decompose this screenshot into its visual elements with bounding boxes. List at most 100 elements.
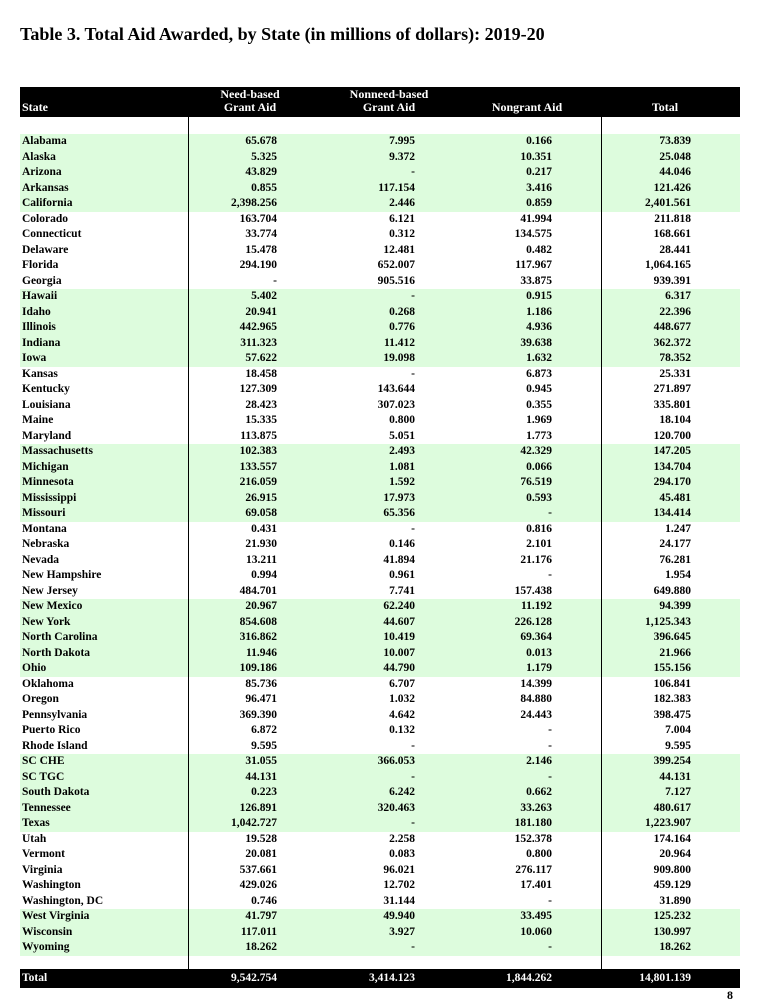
state-name: Washington [22,879,81,891]
cell-value: 7.127 [665,786,691,798]
cell-value: 6.121 [389,212,415,225]
row-shade [20,304,740,320]
row-shade [20,165,740,181]
row-shade [20,785,740,801]
cell-value: 0.855 [251,181,277,194]
cell-value: 905.516 [377,274,415,287]
column-rule [601,117,602,969]
cell-value: 1.969 [526,414,552,426]
cell-value: 78.352 [659,352,691,364]
cell-value: 0.816 [526,522,552,535]
cell-value: 117.011 [240,925,277,938]
cell-value: 335.801 [653,398,691,411]
cell-value: 31.055 [245,755,277,767]
cell-value: 152.378 [514,832,552,845]
cell-value: 294.190 [239,259,277,271]
cell-value: - [411,166,415,178]
cell-value: 0.746 [251,894,277,907]
cell-value: 19.098 [383,352,415,364]
cell-value: 11.946 [246,646,277,659]
cell-value: 362.372 [653,336,691,349]
cell-value: 396.645 [653,631,691,643]
state-name: Oregon [22,693,59,705]
cell-value: 20.081 [245,848,277,860]
cell-value: - [548,569,552,581]
row-shade [20,614,740,630]
cell-value: 21.930 [245,538,277,550]
cell-value: 126.891 [239,801,277,814]
state-name: Illinois [22,321,56,333]
cell-value: 0.859 [526,197,552,209]
cell-value: 21.176 [520,553,552,566]
cell-value: 459.129 [653,879,691,891]
state-name: Kentucky [22,383,70,395]
cell-value: 366.053 [377,755,415,767]
cell-value: 133.557 [239,460,277,473]
total-band [20,969,740,988]
row-shade [20,800,740,816]
state-name: Michigan [22,460,69,473]
cell-value: 20.967 [245,600,277,612]
cell-value: 939.391 [653,274,691,287]
cell-value: 0.961 [389,569,415,581]
cell-value: 143.644 [377,383,415,395]
state-name: Washington, DC [22,894,104,907]
cell-value: 44.607 [383,615,415,628]
column-header: Nongrant Aid [491,100,563,114]
state-name: Ohio [22,662,47,674]
cell-value: 120.700 [653,429,691,442]
row-shade [20,816,740,832]
cell-value: 0.223 [251,786,277,798]
cell-value: 399.254 [653,755,691,767]
row-shade [20,506,740,522]
cell-value: 1.186 [526,305,552,318]
cell-value: 62.240 [383,600,415,612]
cell-value: 0.776 [389,321,415,333]
cell-value: 168.661 [653,228,691,240]
row-shade [20,320,740,336]
cell-value: 57.622 [245,352,277,364]
cell-value: 1.081 [389,460,415,473]
cell-value: 316.862 [239,631,277,643]
cell-value: 0.132 [389,724,415,736]
cell-value: 5.402 [251,290,277,302]
cell-value: - [411,941,415,953]
state-name: Rhode Island [22,739,88,752]
cell-value: - [548,894,552,907]
cell-value: 94.399 [659,600,691,612]
cell-value: - [548,770,552,783]
cell-value: 1.247 [665,522,691,535]
cell-value: 537.661 [239,863,277,876]
state-name: Connecticut [22,228,82,240]
cell-value: 14.399 [520,677,552,690]
state-name: Minnesota [22,476,74,488]
cell-value: 174.164 [653,832,691,845]
cell-value: 134.575 [514,228,552,240]
cell-value: 2.101 [526,538,552,550]
state-name: New Hampshire [22,569,102,581]
state-name: California [22,197,73,209]
cell-value: - [411,290,415,302]
cell-value: 6.707 [389,677,415,690]
cell-value: 155.156 [653,662,691,674]
row-shade [20,335,740,351]
row-shade [20,490,740,506]
state-name: Missouri [22,507,66,519]
cell-value: 113.875 [240,429,277,442]
cell-value: 25.048 [659,150,691,163]
cell-value: 9.372 [389,150,415,163]
cell-value: 276.117 [515,863,552,876]
row-shade [20,661,740,677]
state-name: Utah [22,832,47,845]
state-name: Kansas [22,367,58,380]
cell-value: 307.023 [377,398,415,411]
cell-value: 10.351 [520,150,552,163]
cell-value: 24.443 [520,708,552,721]
cell-value: 1.954 [665,569,691,581]
cell-value: 0.066 [526,460,552,473]
cell-value: 102.383 [239,445,277,457]
cell-value: 0.312 [389,228,415,240]
cell-value: - [411,770,415,783]
cell-value: 1.179 [526,662,552,674]
cell-value: 442.965 [239,321,277,333]
